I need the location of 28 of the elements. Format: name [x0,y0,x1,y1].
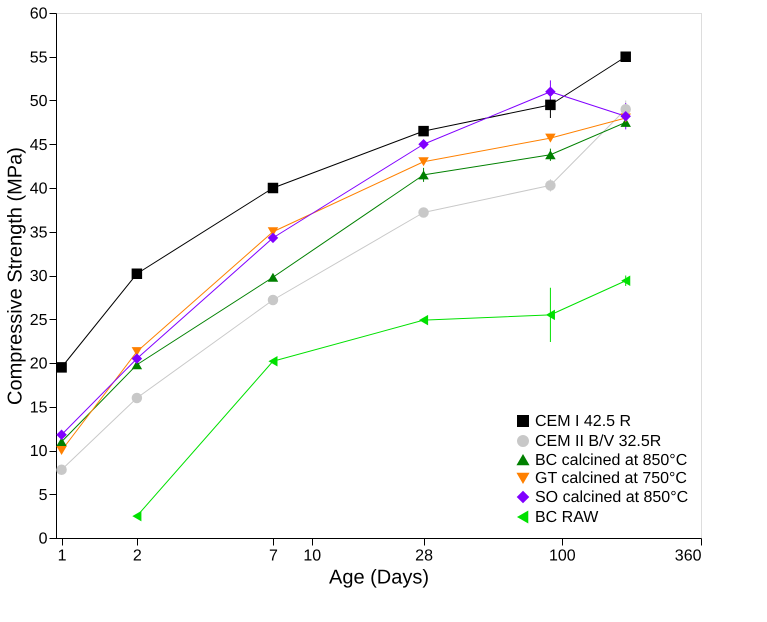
x-tick-label: 28 [415,548,434,564]
legend-label: CEM I 42.5 R [535,413,632,430]
x-tick-label: 7 [269,548,278,564]
y-tick-label: 50 [30,93,48,110]
y-tick-label: 40 [30,180,48,198]
x-tick-label: 1 [58,548,67,564]
y-tick-label: 30 [30,268,48,285]
y-tick-label: 15 [30,399,48,416]
y-tick-label: 25 [30,312,48,329]
legend-label: GT calcined at 750°C [535,470,687,487]
x-tick-label: 10 [303,548,322,564]
y-tick-label: 10 [30,443,48,460]
y-tick-label: 35 [30,224,48,242]
legend-label: SO calcined at 850°C [535,489,688,506]
y-tick-label: 55 [30,49,48,66]
y-axis-title: Compressive Strength (MPa) [4,147,27,405]
y-tick-label: 0 [38,530,48,548]
y-tick-label: 20 [30,356,48,372]
x-tick-label: 360 [674,548,702,564]
x-axis-title: Age (Days) [328,566,430,588]
y-tick-label: 5 [38,486,48,504]
legend-label: BC RAW [535,509,600,526]
x-tick-label: 2 [132,548,142,564]
y-tick-label: 45 [30,136,48,154]
legend-label: BC calcined at 850°C [535,452,688,469]
y-tick-label: 60 [30,6,48,22]
legend-label: CEM II B/V 32.5R [535,433,662,450]
x-tick-label: 100 [548,548,576,564]
